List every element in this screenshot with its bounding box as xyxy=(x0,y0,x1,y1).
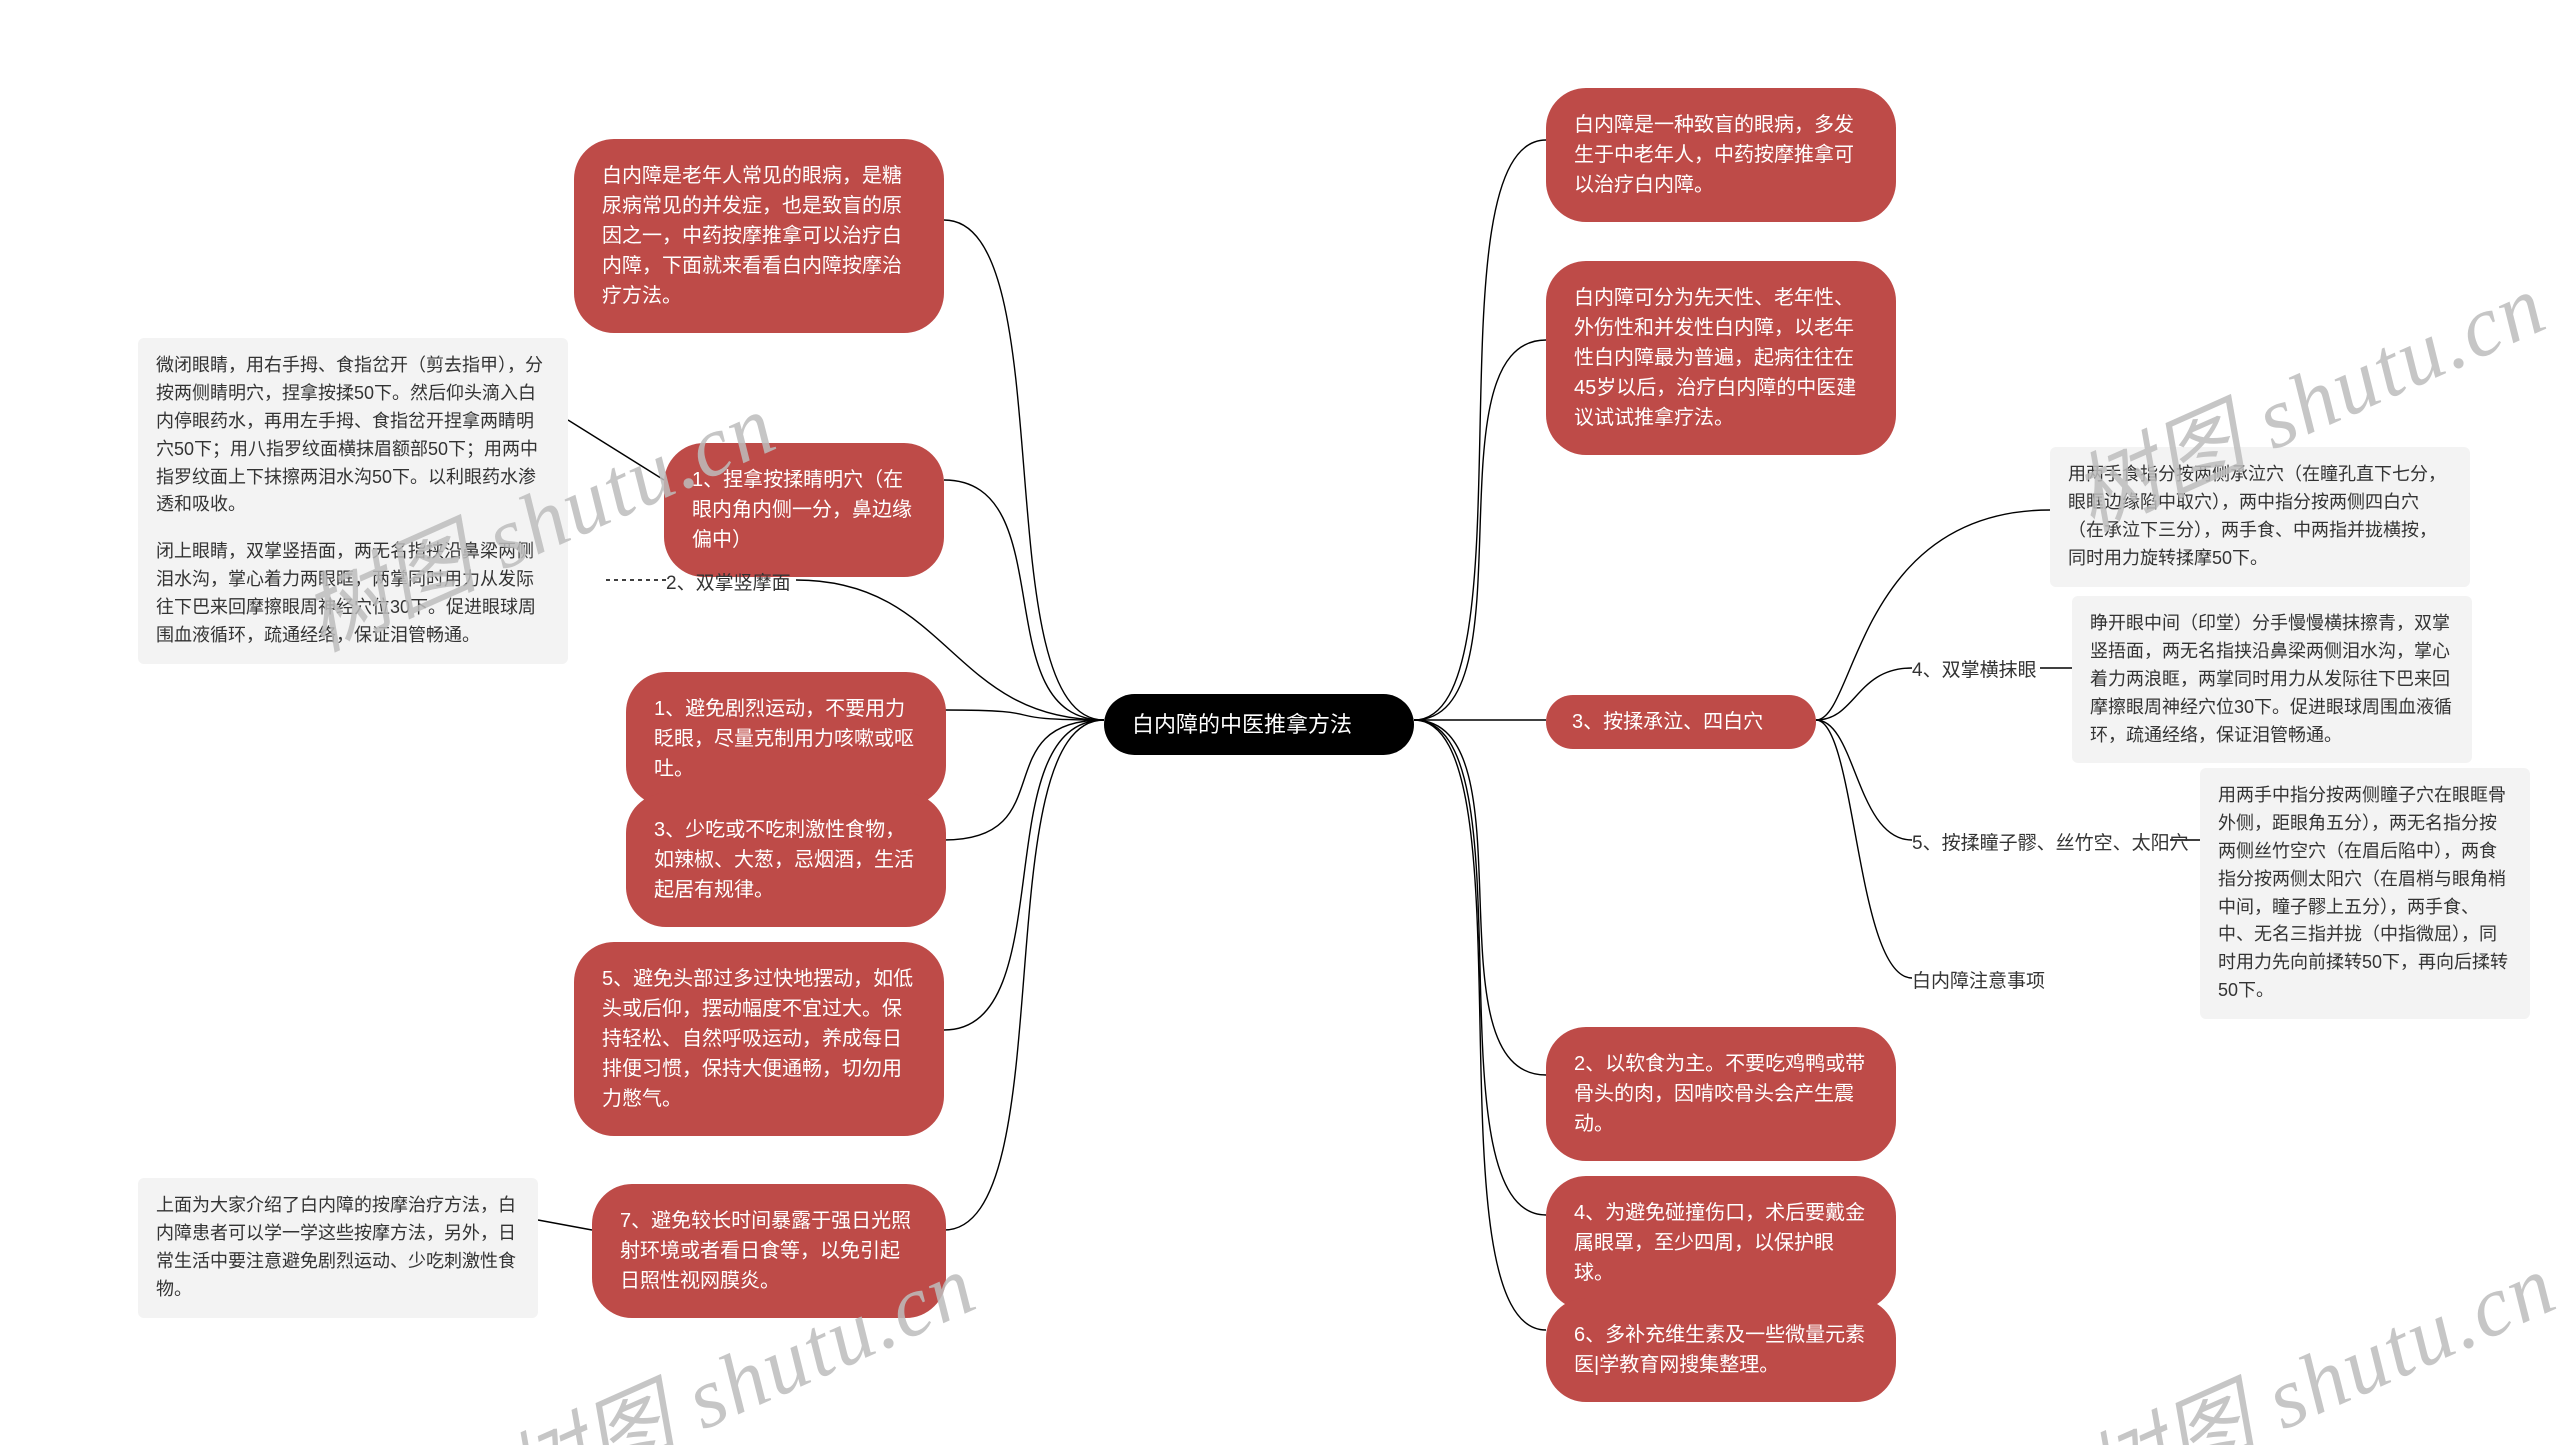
right-note-node: 用两手中指分按两侧瞳子穴在眼眶骨外侧，距眼角五分），两无名指分按两侧丝竹空穴（在… xyxy=(2200,768,2530,1019)
connector-path xyxy=(944,480,1104,720)
connector-path xyxy=(1816,720,1912,978)
left-note-node: 闭上眼睛，双掌竖捂面，两无名指挟沿鼻梁两侧泪水沟，掌心着力两眼眶，两掌同时用力从… xyxy=(138,524,568,664)
left-pill-node: 7、避免较长时间暴露于强日光照射环境或者看日食等，以免引起日照性视网膜炎。 xyxy=(592,1184,946,1318)
connector-path xyxy=(1816,720,1912,840)
left-note-node: 微闭眼睛，用右手拇、食指岔开（剪去指甲），分按两侧睛明穴，捏拿按揉50下。然后仰… xyxy=(138,338,568,533)
connector-path xyxy=(1414,720,1546,1215)
right-pill-node: 2、以软食为主。不要吃鸡鸭或带骨头的肉，因啃咬骨头会产生震动。 xyxy=(1546,1027,1896,1161)
left-plain-node: 2、双掌竖摩面 xyxy=(666,570,806,599)
right-pill-node: 6、多补充维生素及一些微量元素医|学教育网搜集整理。 xyxy=(1546,1298,1896,1402)
right-pill-node: 4、为避免碰撞伤口，术后要戴金属眼罩，至少四周，以保护眼球。 xyxy=(1546,1176,1896,1310)
left-pill-node: 1、避免剧烈运动，不要用力眨眼，尽量克制用力咳嗽或呕吐。 xyxy=(626,672,946,806)
left-pill-node: 白内障是老年人常见的眼病，是糖尿病常见的并发症，也是致盲的原因之一，中药按摩推拿… xyxy=(574,139,944,333)
right-pill-node: 白内障是一种致盲的眼病，多发生于中老年人，中药按摩推拿可以治疗白内障。 xyxy=(1546,88,1896,222)
left-pill-node: 1、捏拿按揉睛明穴（在眼内角内侧一分，鼻边缘偏中） xyxy=(664,443,944,577)
right-plain-node: 白内障注意事项 xyxy=(1912,968,2072,997)
left-pill-node: 5、避免头部过多过快地摆动，如低头或后仰，摆动幅度不宜过大。保持轻松、自然呼吸运… xyxy=(574,942,944,1136)
right-note-node: 用两手食指分按两侧承泣穴（在瞳孔直下七分，眼眶边缘陷中取穴），两中指分按两侧四白… xyxy=(2050,447,2470,587)
connector-path xyxy=(568,420,664,480)
connector-path xyxy=(944,720,1104,1030)
connector-path xyxy=(944,710,1104,720)
connector-path xyxy=(944,220,1104,720)
center-node: 白内障的中医推拿方法 xyxy=(1104,694,1414,755)
left-note-node: 上面为大家介绍了白内障的按摩治疗方法，白内障患者可以学一学这些按摩方法，另外，日… xyxy=(138,1178,538,1318)
left-pill-node: 3、少吃或不吃刺激性食物，如辣椒、大葱，忌烟酒，生活起居有规律。 xyxy=(626,793,946,927)
connector-path xyxy=(944,720,1104,1230)
connector-path xyxy=(1414,340,1546,720)
watermark-text: 树图 shutu.cn xyxy=(2060,1215,2560,1445)
connector-path xyxy=(1816,668,1912,720)
right-pill-node: 白内障可分为先天性、老年性、外伤性和并发性白内障，以老年性白内障最为普遍，起病往… xyxy=(1546,261,1896,455)
connector-path xyxy=(1414,720,1546,1330)
connector-path xyxy=(944,720,1104,840)
right-pill-node: 3、按揉承泣、四白穴 xyxy=(1546,695,1816,749)
right-note-node: 睁开眼中间（印堂）分手慢慢横抹擦青，双掌竖捂面，两无名指挟沿鼻梁两侧泪水沟，掌心… xyxy=(2072,596,2472,763)
connector-path xyxy=(1414,140,1546,720)
connector-path xyxy=(1816,510,2050,720)
connector-path xyxy=(1414,720,1546,1075)
connector-path xyxy=(538,1220,592,1230)
right-plain-node: 4、双掌横抹眼 xyxy=(1912,657,2052,686)
right-plain-node: 5、按揉瞳子髎、丝竹空、太阳穴 xyxy=(1912,830,2172,859)
